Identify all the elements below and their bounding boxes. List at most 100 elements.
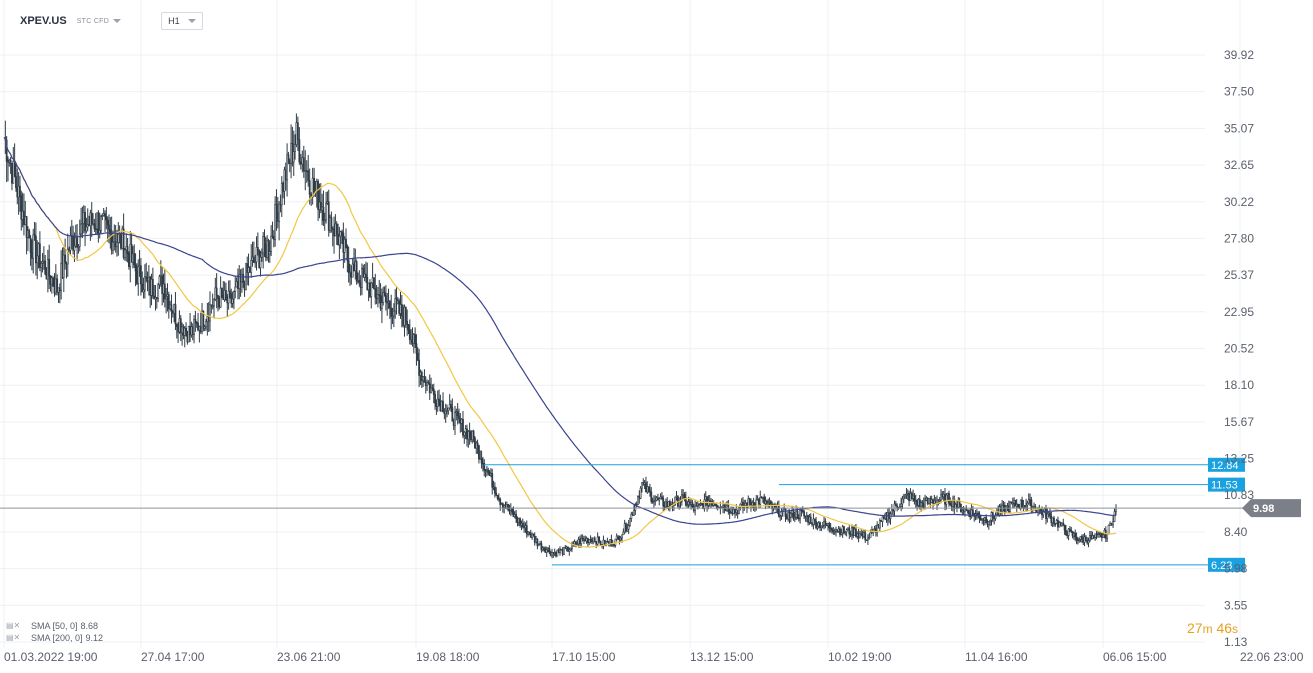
candle-body: [27, 230, 29, 238]
candle-body: [755, 499, 758, 507]
candle-body: [157, 284, 160, 299]
candle-body: [760, 497, 763, 499]
candle-body: [841, 526, 844, 534]
candle-body: [1019, 499, 1022, 509]
candle-body: [649, 490, 651, 493]
candle-body: [575, 541, 577, 545]
x-tick-label: 01.03.2022 19:00: [4, 650, 98, 664]
candle-body: [420, 372, 423, 382]
candle-body: [1087, 540, 1090, 544]
candle-body: [849, 533, 852, 536]
candle-body: [158, 276, 161, 285]
candle-body: [696, 503, 699, 507]
candle-body: [288, 160, 291, 164]
candle-body: [171, 311, 174, 314]
level-label-bg: [1208, 477, 1245, 492]
candle-body: [69, 235, 72, 251]
candle-body: [1027, 499, 1030, 504]
candle-body: [185, 327, 187, 332]
candle-body: [203, 326, 206, 329]
candle-body: [881, 516, 884, 522]
candle-body: [791, 510, 794, 514]
candle-body: [411, 337, 414, 344]
chart-grid: [0, 0, 1241, 648]
candle-body: [527, 531, 530, 535]
candle-body: [1084, 536, 1087, 541]
candle-body: [932, 499, 934, 504]
candle-body: [918, 498, 921, 507]
candle-body: [929, 498, 932, 503]
indicator-row-sma200[interactable]: ▤✕ SMA [200, 0] 9.12: [6, 632, 103, 644]
candle-body: [462, 419, 464, 436]
candle-body: [1046, 513, 1049, 519]
candle-body: [374, 288, 377, 298]
candle-body: [863, 532, 865, 537]
candle-body: [975, 512, 978, 515]
interval-select[interactable]: H1: [161, 12, 203, 30]
candle-body: [563, 546, 565, 555]
candle-body: [448, 404, 451, 409]
instrument-type-dropdown[interactable]: STC CFD: [77, 18, 122, 25]
candle-body: [365, 273, 367, 278]
candle-body: [418, 359, 421, 376]
candle-body: [202, 310, 205, 329]
candle-body: [274, 204, 277, 240]
candle-body: [1070, 529, 1073, 532]
candle-body: [941, 494, 944, 497]
candle-body: [946, 493, 949, 496]
candle-body: [371, 277, 374, 284]
candle-body: [105, 216, 108, 221]
candle-body: [606, 541, 609, 543]
candle-body: [607, 541, 610, 544]
x-tick-label: 22.06 23:00: [1240, 650, 1304, 664]
settings-close-icon[interactable]: ▤✕: [6, 621, 21, 630]
candle-body: [835, 529, 837, 532]
candle-body: [512, 511, 515, 518]
price-axis[interactable]: 39.92 37.50 35.07 32.65 30.22 27.80 25.37 22.95…: [1224, 48, 1254, 649]
candle-body: [489, 473, 492, 476]
candle-body: [816, 526, 819, 529]
time-axis[interactable]: 01.03.2022 19:00 27.04 17:00 23.06 21:00 19…: [4, 650, 1304, 664]
candle-body: [1063, 524, 1066, 531]
candle-body: [170, 304, 173, 312]
sma200-line: [3, 136, 1117, 525]
candle-body: [1094, 533, 1097, 538]
candle-body: [521, 523, 524, 527]
candle-body: [207, 316, 210, 322]
candle-body: [611, 544, 614, 546]
candle-body: [1007, 505, 1010, 513]
candle-body: [688, 501, 691, 505]
x-tick-label: 23.06 21:00: [277, 650, 341, 664]
candle-body: [856, 533, 859, 537]
candle-body: [845, 529, 848, 533]
candle-body: [211, 305, 214, 308]
candle-body: [1057, 520, 1059, 528]
candle-body: [36, 255, 39, 264]
candle-body: [213, 299, 215, 307]
candle-body: [132, 253, 134, 263]
support-resistance-levels[interactable]: 12.84 11.53 6.23: [484, 457, 1245, 572]
candle-body: [486, 469, 488, 472]
candle-body: [728, 510, 731, 514]
candle-body: [839, 528, 841, 535]
candle-body: [750, 502, 752, 506]
settings-close-icon[interactable]: ▤✕: [6, 633, 21, 642]
candle-body: [459, 418, 462, 424]
candle-body: [528, 531, 531, 535]
candle-body: [61, 262, 64, 278]
candle-body: [1099, 533, 1102, 535]
symbol-name[interactable]: XPEV.US: [20, 15, 67, 27]
candle-body: [175, 323, 178, 327]
candle-body: [813, 518, 816, 522]
candle-body: [1090, 535, 1093, 539]
candle-body: [276, 211, 279, 222]
candle-body: [354, 261, 357, 272]
candle-body: [555, 552, 557, 557]
candle-body: [492, 486, 495, 489]
candle-body: [153, 295, 156, 300]
indicator-row-sma50[interactable]: ▤✕ SMA [50, 0] 8.68: [6, 620, 103, 632]
candle-body: [446, 410, 448, 412]
candle-body: [267, 240, 270, 255]
candle-body: [500, 503, 503, 505]
